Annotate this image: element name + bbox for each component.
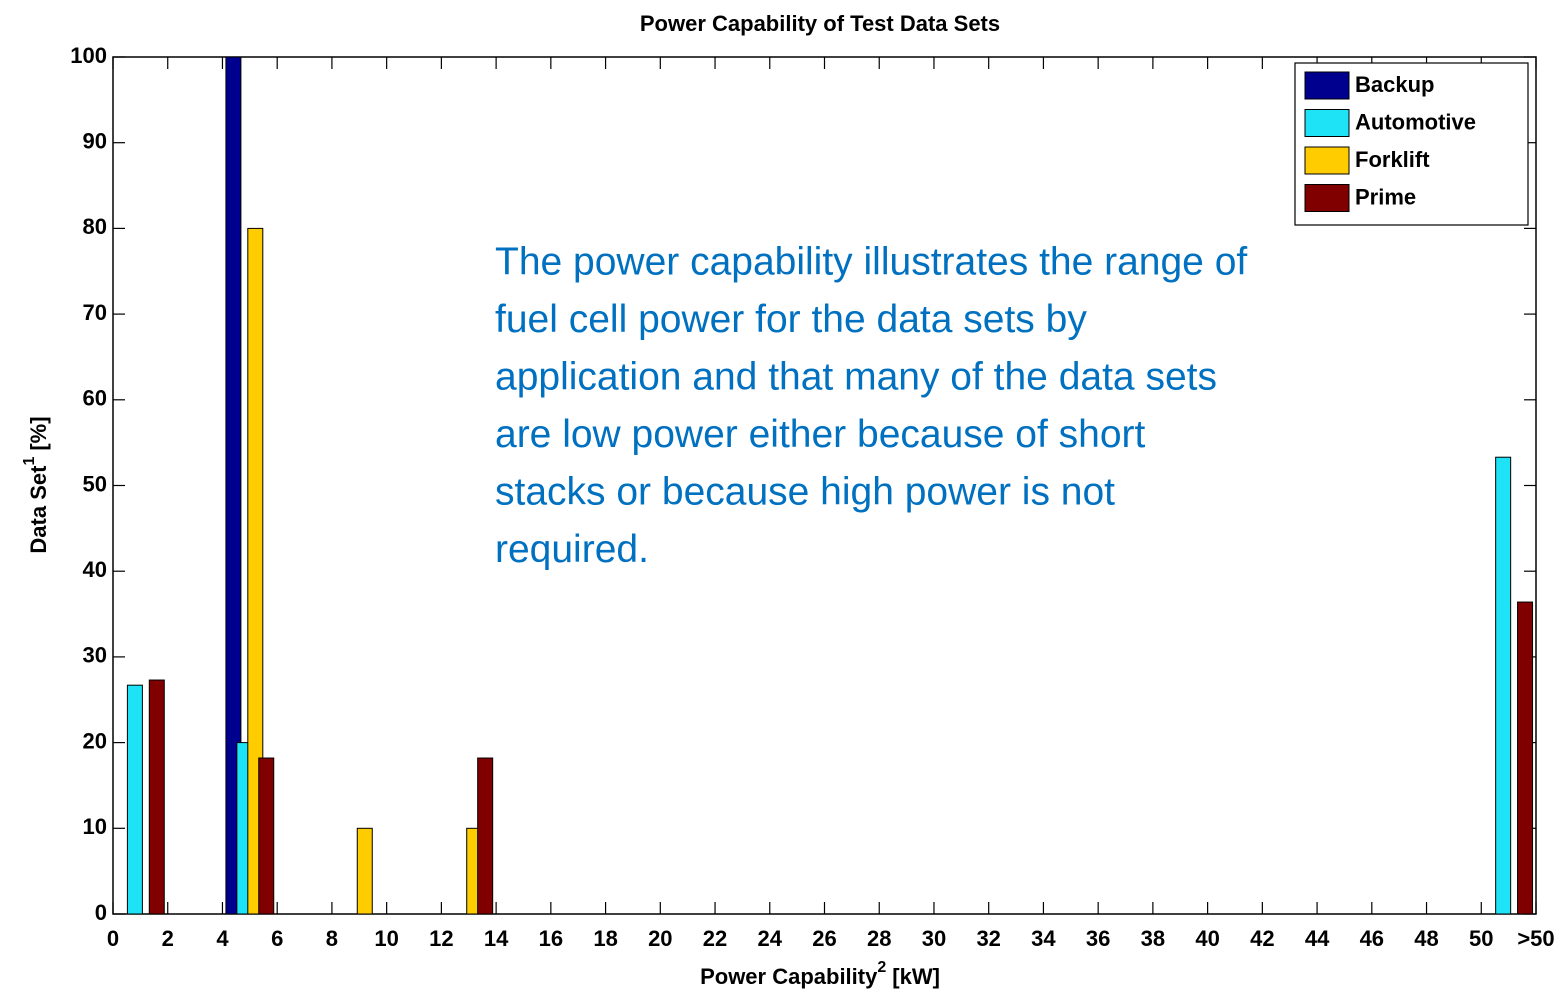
y-axis-label: Data Set1 [%] (21, 416, 51, 553)
x-tick-label: 26 (812, 926, 836, 951)
annotation: application and that many of the data se… (495, 355, 1217, 398)
legend-swatch (1304, 146, 1350, 175)
bar (356, 827, 373, 915)
y-label-sup: 1 (21, 457, 38, 466)
x-tick-label: 50 (1469, 926, 1493, 951)
legend-swatch (1304, 184, 1350, 212)
x-tick-label: 48 (1414, 926, 1438, 951)
annotation: stacks or because high power is not (495, 470, 1115, 513)
x-tick-label: 20 (648, 926, 672, 951)
bar (126, 684, 143, 915)
y-label-text: Data Set (26, 465, 51, 554)
y-tick-label: 30 (83, 643, 107, 668)
legend-swatch (1304, 71, 1350, 100)
legend-label: Automotive (1355, 109, 1476, 134)
x-tick-label: 22 (703, 926, 727, 951)
legend-label: Prime (1355, 184, 1416, 209)
y-tick-label: 10 (83, 814, 107, 839)
y-tick-label: 0 (95, 900, 107, 925)
x-tick-label: 16 (539, 926, 563, 951)
x-tick-label: 4 (216, 926, 229, 951)
legend-label: Forklift (1355, 147, 1430, 172)
y-tick-label: 90 (83, 129, 107, 154)
x-tick-label: 38 (1141, 926, 1165, 951)
x-tick-label: 8 (326, 926, 338, 951)
bar (148, 679, 165, 915)
annotation: fuel cell power for the data sets by (495, 298, 1087, 341)
x-tick-label: 2 (162, 926, 174, 951)
x-tick-label: 30 (922, 926, 946, 951)
bar (477, 757, 494, 915)
x-tick-label: 36 (1086, 926, 1110, 951)
bar (247, 227, 264, 915)
x-tick-label: 12 (429, 926, 453, 951)
x-tick-label: 28 (867, 926, 891, 951)
x-label-sup: 2 (877, 959, 886, 976)
legend-label: Backup (1355, 72, 1434, 97)
x-tick-label: 0 (107, 926, 119, 951)
y-tick-label: 100 (70, 43, 107, 68)
x-tick-label: 6 (271, 926, 283, 951)
y-tick-label: 60 (83, 386, 107, 411)
x-axis-label: Power Capability2 [kW] (700, 959, 940, 989)
bar (258, 757, 275, 915)
x-tick-label: >50 (1517, 926, 1554, 951)
x-tick-label: 46 (1360, 926, 1384, 951)
chart-title: Power Capability of Test Data Sets (640, 11, 1000, 36)
y-tick-label: 40 (83, 557, 107, 582)
x-tick-label: 24 (758, 926, 783, 951)
x-tick-label: 32 (976, 926, 1000, 951)
x-tick-label: 44 (1305, 926, 1330, 951)
annotation: required. (495, 528, 649, 571)
bar (1517, 601, 1534, 915)
annotation: The power capability illustrates the ran… (495, 240, 1247, 283)
x-label-unit: [kW] (892, 964, 940, 989)
x-tick-label: 40 (1195, 926, 1219, 951)
x-tick-label: 10 (374, 926, 398, 951)
bar (1495, 456, 1512, 915)
y-label-unit: [%] (26, 416, 51, 450)
y-tick-label: 70 (83, 300, 107, 325)
y-tick-label: 80 (83, 214, 107, 239)
x-tick-label: 18 (593, 926, 617, 951)
bar (225, 56, 242, 915)
annotation: are low power either because of short (495, 413, 1146, 456)
x-tick-label: 42 (1250, 926, 1274, 951)
legend-swatch (1304, 109, 1350, 137)
x-tick-label: 14 (484, 926, 509, 951)
y-tick-label: 50 (83, 471, 107, 496)
y-tick-label: 20 (83, 728, 107, 753)
x-tick-label: 34 (1031, 926, 1056, 951)
x-label-text: Power Capability (700, 964, 878, 989)
